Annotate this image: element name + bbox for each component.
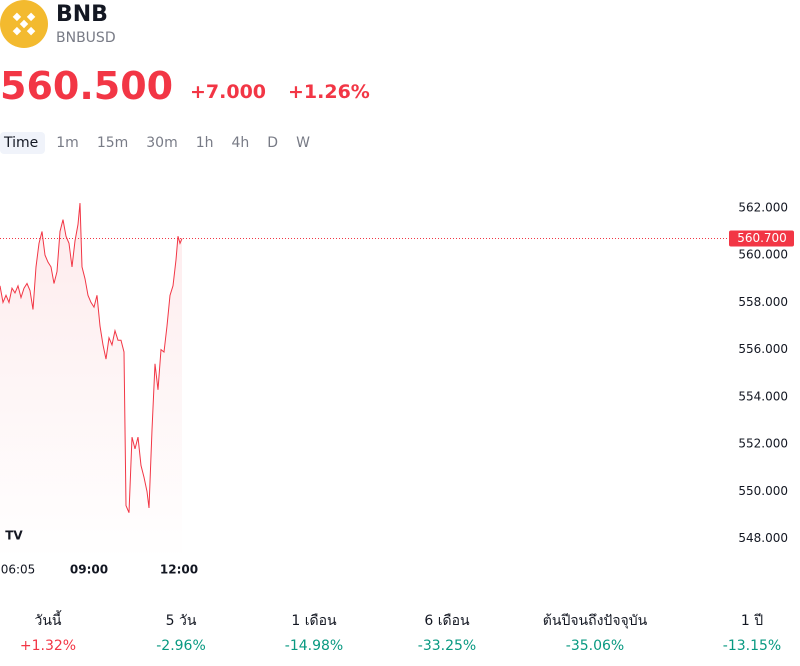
tab[interactable]: D <box>267 135 279 151</box>
y-tick-label: 562.000 <box>738 200 788 214</box>
perf-label: 5 วัน <box>165 613 197 629</box>
perf-item: 1 ปี -13.15% <box>652 610 800 654</box>
price: 560.500 <box>0 64 174 108</box>
perf-value: -14.98% <box>284 638 344 654</box>
perf-item: 5 วัน -2.96% <box>81 610 281 654</box>
change-pct: +1.26% <box>288 81 370 103</box>
line <box>0 203 183 513</box>
y-tick-label: 556.000 <box>738 342 788 356</box>
perf-label: 1 ปี <box>740 613 764 629</box>
y-tick-label: 554.000 <box>738 389 788 403</box>
performance: วันนี้ +1.32% 5 วัน -2.96% 1 เดือน -14.98% 6 เ… <box>0 610 800 660</box>
perf-value: -2.96% <box>156 638 206 654</box>
last-price-label: 560.700 <box>737 231 787 245</box>
y-tick-label: 550.000 <box>738 484 788 498</box>
perf-label: วันนี้ <box>34 613 62 629</box>
y-tick-label: 560.000 <box>738 248 788 262</box>
perf-value: +1.32% <box>19 638 77 654</box>
tab[interactable]: 1h <box>195 135 214 151</box>
perf-label: 1 เดือน <box>291 613 337 629</box>
perf-label: ต้นปีจนถึงปัจจุบัน <box>542 613 648 629</box>
tab[interactable]: 15m <box>96 135 129 151</box>
symbol: BNB <box>56 2 108 27</box>
perf-value: -13.15% <box>722 638 782 654</box>
pair: BNBUSD <box>56 30 116 46</box>
x-tick-label: 12:00 <box>160 563 198 577</box>
area <box>0 203 182 560</box>
chart: TV 548.000550.000552.000554.000556.00055… <box>0 200 794 577</box>
tab[interactable]: W <box>296 135 310 151</box>
perf-item: 1 เดือน -14.98% <box>214 610 414 654</box>
tabs: Time 1m 15m 30m 1h 4h D W <box>0 132 317 154</box>
change: +7.000 <box>190 81 267 103</box>
x-tick-label: 06:05 <box>1 563 36 577</box>
perf-value: -33.25% <box>417 638 477 654</box>
perf-value: -35.06% <box>565 638 625 654</box>
tab[interactable]: 4h <box>231 135 250 151</box>
last-price-tag <box>729 230 794 247</box>
tab[interactable]: 1m <box>56 135 79 151</box>
perf-item: วันนี้ +1.32% <box>0 610 148 654</box>
header: BNB BNBUSD 560.500 +7.000 +1.26% <box>0 0 800 120</box>
x-tick-label: 09:00 <box>70 563 108 577</box>
logo <box>0 0 48 48</box>
y-tick-label: 558.000 <box>738 295 788 309</box>
perf-item: 6 เดือน -33.25% <box>347 610 547 654</box>
perf-item: ต้นปีจนถึงปัจจุบัน -35.06% <box>495 610 695 654</box>
perf-label: 6 เดือน <box>424 613 470 629</box>
tab[interactable]: Time <box>0 132 46 154</box>
y-tick-label: 548.000 <box>738 531 788 545</box>
y-tick-label: 552.000 <box>738 437 788 451</box>
tab[interactable]: 30m <box>146 135 178 151</box>
